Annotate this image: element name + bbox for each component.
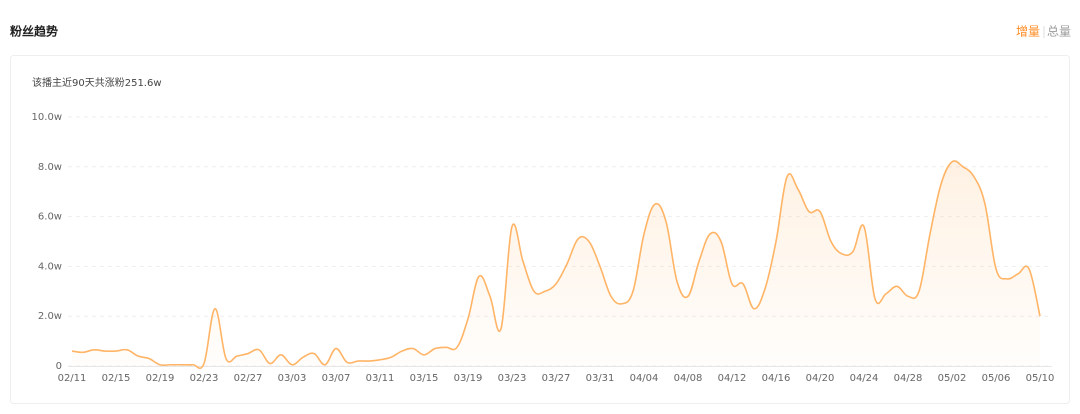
x-tick-label: 02/15 [102,373,131,384]
x-tick-label: 02/11 [58,373,87,384]
x-tick-label: 04/08 [674,373,703,384]
y-tick-label: 0 [56,361,62,372]
x-tick-label: 02/23 [190,373,219,384]
section-title: 粉丝趋势 [10,24,58,39]
y-tick-label: 4.0w [38,261,62,272]
x-tick-label: 03/31 [586,373,615,384]
x-tick-label: 04/24 [850,373,879,384]
x-tick-label: 03/27 [542,373,571,384]
x-tick-label: 05/10 [1026,373,1055,384]
x-tick-label: 03/23 [498,373,527,384]
x-tick-label: 03/11 [366,373,395,384]
trend-line [71,160,1041,370]
x-tick-label: 04/16 [762,373,791,384]
y-tick-label: 10.0w [32,112,62,123]
x-tick-label: 05/06 [982,373,1011,384]
area [72,160,1040,369]
x-tick-label: 02/19 [146,373,175,384]
toggle-increment[interactable]: 增量 [1016,25,1040,39]
x-tick-label: 03/19 [454,373,483,384]
x-tick-label: 04/04 [630,373,659,384]
plot: 0 2.0w 4.0w 6.0w 8.0w 10.0w 02/11 02/15 02/19 02/… [32,112,1055,384]
x-tick-label: 03/03 [278,373,307,384]
y-tick-label: 2.0w [38,311,62,322]
toggle-total[interactable]: 总量 [1047,25,1071,39]
chart-subtitle: 该播主近90天共涨粉251.6w [32,76,162,89]
x-tick-label: 04/20 [806,373,835,384]
y-tick-label: 6.0w [38,212,62,223]
x-tick-label: 05/02 [938,373,967,384]
x-tick-label: 04/12 [718,373,747,384]
x-tick-label: 02/27 [234,373,263,384]
x-tick-label: 03/15 [410,373,439,384]
x-tick-label: 03/07 [322,373,351,384]
x-tick-label: 04/28 [894,373,923,384]
y-tick-label: 8.0w [38,162,62,173]
